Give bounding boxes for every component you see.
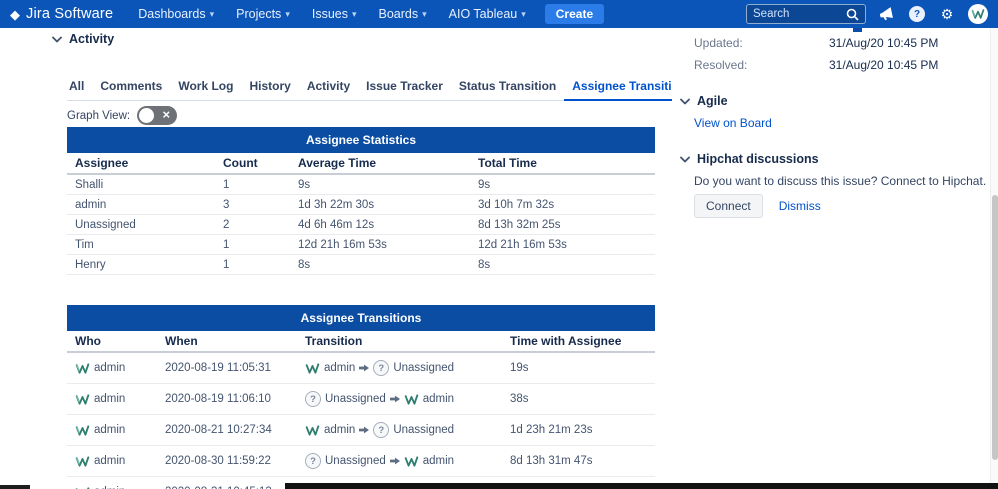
scroll-indicator xyxy=(853,28,862,32)
arrow-right-icon xyxy=(389,457,400,465)
graph-view-label: Graph View: xyxy=(67,109,131,122)
jira-diamond-icon: ◆ xyxy=(10,6,20,22)
tab-activity[interactable]: Activity xyxy=(306,79,351,93)
tab-history[interactable]: History xyxy=(249,79,291,93)
graph-view-toggle[interactable]: × xyxy=(137,106,178,125)
unassigned-question-icon: ? xyxy=(373,422,390,438)
jira-logo-text: Jira Software xyxy=(26,6,114,22)
assignee-statistics-title: Assignee Statistics xyxy=(67,127,655,153)
scrollbar-thumb[interactable] xyxy=(992,195,998,460)
tab-assignee-transition[interactable]: Assignee Transition xyxy=(564,77,695,101)
assignee-statistics-table: Assignee Statistics Assignee Count Avera… xyxy=(67,127,655,275)
tab-work-log[interactable]: Work Log xyxy=(178,79,234,93)
agile-title: Agile xyxy=(697,94,728,108)
hipchat-section-header[interactable]: Hipchat discussions xyxy=(680,152,819,166)
table-row: Tim 1 12d 21h 16m 53s 12d 21h 16m 53s xyxy=(67,235,655,255)
activity-title: Activity xyxy=(69,32,115,46)
create-button[interactable]: Create xyxy=(544,4,605,24)
connect-button[interactable]: Connect xyxy=(694,194,763,218)
user-avatar-w-icon xyxy=(305,424,320,437)
resolved-label: Resolved: xyxy=(694,58,748,72)
search-icon xyxy=(845,7,859,21)
view-on-board-link[interactable]: View on Board xyxy=(694,116,772,130)
graph-view-control: Graph View: × xyxy=(67,106,178,125)
unassigned-question-icon: ? xyxy=(305,391,321,407)
issue-activity-panel: Activity All Comments Work Log History A… xyxy=(0,28,695,489)
tab-issue-tracker[interactable]: Issue Tracker xyxy=(366,79,443,93)
table-row: admin 3 1d 3h 22m 30s 3d 10h 7m 32s xyxy=(67,195,655,215)
hipchat-message: Do you want to discuss this issue? Conne… xyxy=(694,174,987,188)
nav-item-aio-tableau[interactable]: AIO Tableau ▾ xyxy=(448,7,526,21)
updated-value: 31/Aug/20 10:45 PM xyxy=(829,36,939,50)
issue-details-panel: Updated: 31/Aug/20 10:45 PM Resolved: 31… xyxy=(672,28,990,489)
stats-header-row: Assignee Count Average Time Total Time xyxy=(67,153,655,175)
chevron-down-icon xyxy=(52,36,62,43)
updated-label: Updated: xyxy=(694,36,743,50)
table-row: admin 2020-08-19 11:06:10 ? Unassigned a… xyxy=(67,384,655,415)
chevron-down-icon xyxy=(680,156,690,163)
chevron-down-icon xyxy=(680,98,690,105)
user-avatar-w-icon xyxy=(75,393,90,406)
hipchat-actions: Connect Dismiss xyxy=(694,194,821,218)
assignee-transitions-table: Assignee Transitions Who When Transition… xyxy=(67,305,655,489)
chevron-down-icon: ▾ xyxy=(521,8,526,19)
vertical-scrollbar[interactable] xyxy=(990,28,998,489)
jira-logo[interactable]: ◆ Jira Software xyxy=(0,6,127,22)
search-input[interactable] xyxy=(753,8,841,20)
top-navigation-bar: ◆ Jira Software Dashboards ▾ Projects ▾ Is… xyxy=(0,0,998,28)
user-avatar-w-icon xyxy=(75,455,90,468)
unassigned-question-icon: ? xyxy=(373,360,390,376)
announcements-icon[interactable] xyxy=(878,5,896,23)
user-avatar-w-icon xyxy=(404,393,419,406)
arrow-right-icon xyxy=(389,395,400,403)
nav-item-dashboards[interactable]: Dashboards ▾ xyxy=(138,7,215,21)
dismiss-link[interactable]: Dismiss xyxy=(778,199,821,213)
activity-tabs: All Comments Work Log History Activity I… xyxy=(67,77,695,101)
table-row: admin 2020-08-21 10:27:34 admin ? Unassi… xyxy=(67,415,655,446)
user-avatar-w-icon xyxy=(75,362,90,375)
chevron-down-icon: ▾ xyxy=(209,8,215,19)
table-row: Shalli 1 9s 9s xyxy=(67,175,655,195)
nav-item-projects[interactable]: Projects ▾ xyxy=(236,7,290,21)
assignee-transitions-title: Assignee Transitions xyxy=(67,305,655,331)
table-row: Unassigned 2 4d 6h 46m 12s 8d 13h 32m 25… xyxy=(67,215,655,235)
table-row: Henry 1 8s 8s xyxy=(67,255,655,275)
activity-section-header[interactable]: Activity xyxy=(52,32,114,46)
resolved-row: Resolved: 31/Aug/20 10:45 PM xyxy=(694,58,938,72)
nav-item-boards[interactable]: Boards ▾ xyxy=(378,7,427,21)
nav-item-issues[interactable]: Issues ▾ xyxy=(311,7,357,21)
user-avatar-w-icon xyxy=(404,455,419,468)
user-avatar-w-icon xyxy=(75,486,90,489)
toggle-off-x-icon: × xyxy=(162,107,171,122)
updated-row: Updated: 31/Aug/20 10:45 PM xyxy=(694,36,938,50)
user-avatar[interactable] xyxy=(968,4,988,24)
bottom-left-black-bar xyxy=(0,485,30,489)
settings-gear-icon[interactable]: ⚙ xyxy=(940,6,954,22)
chevron-down-icon: ▾ xyxy=(422,8,427,19)
tab-status-transition[interactable]: Status Transition xyxy=(458,79,557,93)
arrow-right-icon xyxy=(359,364,370,372)
help-icon[interactable]: ? xyxy=(908,5,926,23)
unassigned-question-icon: ? xyxy=(305,453,321,469)
hipchat-title: Hipchat discussions xyxy=(697,152,819,166)
resolved-value: 31/Aug/20 10:45 PM xyxy=(829,58,939,72)
table-row: admin 2020-08-30 11:59:22 ? Unassigned a… xyxy=(67,446,655,477)
chevron-down-icon: ▾ xyxy=(351,8,357,19)
tab-all[interactable]: All xyxy=(69,79,85,93)
table-row: admin 2020-08-19 11:05:31 admin ? Unassi… xyxy=(67,353,655,384)
agile-section-header[interactable]: Agile xyxy=(680,94,728,108)
user-avatar-w-icon xyxy=(305,362,320,375)
tab-comments[interactable]: Comments xyxy=(100,79,163,93)
chevron-down-icon: ▾ xyxy=(285,8,290,19)
arrow-right-icon xyxy=(359,426,370,434)
user-avatar-w-icon xyxy=(75,424,90,437)
transitions-header-row: Who When Transition Time with Assignee xyxy=(67,331,655,353)
bottom-black-bar xyxy=(285,483,998,489)
search-box[interactable] xyxy=(746,4,866,24)
